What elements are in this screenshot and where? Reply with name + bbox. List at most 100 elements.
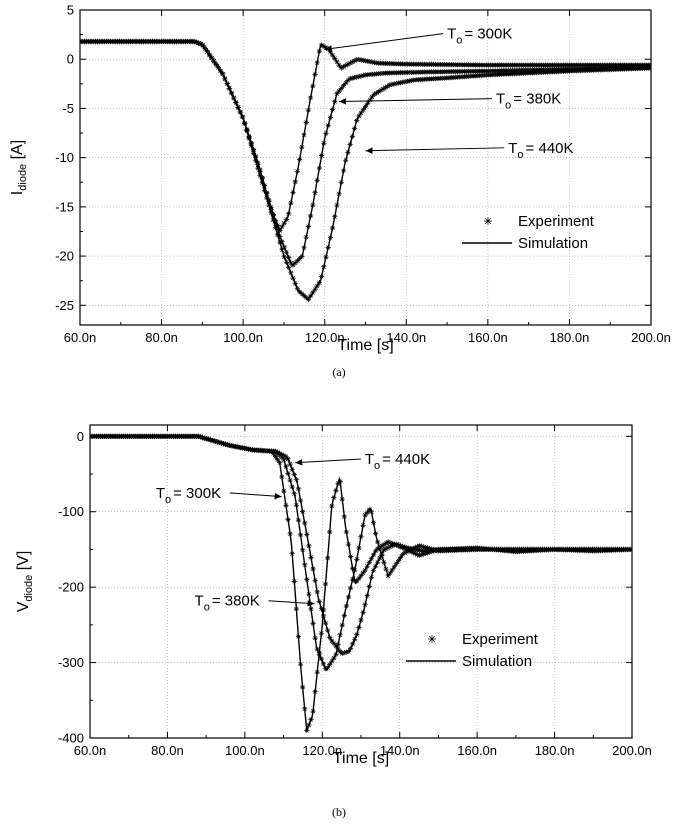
experiment-point [409, 77, 415, 84]
experiment-point [290, 262, 296, 268]
experiment-point [310, 566, 316, 572]
experiment-point [270, 217, 276, 223]
experiment-point [418, 552, 425, 558]
experiment-point [332, 55, 338, 62]
experiment-point [302, 562, 308, 568]
experiment-point [400, 79, 406, 85]
x-tick-label: 160.0n [457, 743, 497, 758]
experiment-point [218, 440, 224, 446]
experiment-point [387, 544, 393, 550]
experiment-point [285, 470, 291, 476]
experiment-point [327, 662, 333, 668]
experiment-point [281, 244, 287, 250]
experiment-point [306, 591, 312, 597]
experiment-point [225, 442, 231, 448]
experiment-point [275, 222, 281, 229]
experiment-point [268, 204, 274, 210]
experiment-point [310, 290, 316, 296]
experiment-point [335, 480, 341, 486]
experiment-point [303, 119, 309, 125]
experiment-point [261, 182, 268, 188]
experiment-point [305, 107, 311, 113]
experiment-point [354, 556, 360, 562]
experiment-point [364, 593, 370, 599]
plot-frame [89, 424, 633, 739]
y-tick-label: -300 [58, 655, 84, 670]
experiment-point [299, 144, 305, 150]
experiment-point [370, 520, 377, 526]
annotation-arrow [295, 458, 361, 464]
experiment-point [308, 213, 314, 219]
experiment-point [289, 466, 295, 472]
experiment-point [290, 189, 296, 196]
experiment-point [281, 488, 287, 494]
experiment-point [325, 244, 331, 250]
experiment-point [287, 477, 293, 483]
experiment-point [352, 567, 358, 573]
experiment-point [304, 577, 310, 583]
experiment-point [349, 59, 355, 65]
experiment-point [373, 530, 379, 537]
experiment-point [423, 544, 429, 551]
experiment-point [370, 552, 377, 558]
experiment-point [301, 132, 307, 138]
experiment-point [362, 58, 369, 64]
experiment-point [295, 486, 302, 492]
experiment-point [358, 573, 364, 579]
experiment-point [275, 232, 281, 238]
experiment-point [391, 564, 397, 570]
experiment-point [303, 294, 309, 301]
experiment-point [320, 661, 327, 667]
experiment-point [416, 547, 422, 553]
experiment-point [350, 566, 356, 572]
experiment-point [323, 254, 329, 260]
legend: Experiment Simulation [406, 631, 539, 670]
experiment-point [382, 85, 388, 91]
experiment-point [354, 74, 360, 80]
experiment-point [321, 43, 327, 49]
experiment-point [345, 149, 351, 155]
experiment-point [288, 270, 294, 276]
experiment-point [283, 464, 289, 470]
x-tick-label: 140.0n [386, 330, 426, 345]
experiment-point [297, 256, 303, 262]
experiment-point [301, 293, 307, 299]
plot-area [80, 38, 651, 302]
experiment-point [410, 550, 416, 556]
experiment-point [310, 708, 316, 714]
experiment-point [264, 195, 270, 201]
experiment-point [325, 665, 331, 671]
experiment-point [277, 233, 283, 239]
experiment-point [366, 583, 372, 589]
experiment-point [266, 197, 272, 203]
experiment-point [348, 585, 354, 591]
experiment-point [312, 635, 318, 641]
y-axis-label: Idiode [A] [9, 140, 29, 195]
x-axis-label: Time [s] [333, 750, 389, 767]
experiment-point [379, 543, 385, 549]
experiment-point [281, 457, 287, 463]
experiment-point [345, 61, 351, 67]
experiment-point [312, 190, 318, 196]
panel-caption-b: (b) [332, 805, 346, 819]
experiment-point [299, 291, 305, 297]
experiment-point [297, 497, 304, 503]
experiment-point [244, 128, 250, 134]
experiment-point [200, 42, 206, 48]
experiment-point [279, 224, 285, 230]
experiment-point [336, 191, 342, 197]
experiment-point [391, 81, 397, 87]
experiment-point [370, 567, 377, 573]
experiment-point [310, 83, 316, 89]
experiment-point [420, 551, 427, 557]
annotation: To = 380K [338, 91, 561, 112]
experiment-point [247, 446, 254, 453]
experiment-point [356, 113, 362, 119]
experiment-point [302, 706, 308, 712]
experiment-point [387, 82, 393, 88]
experiment-point [277, 239, 283, 245]
experiment-point [272, 224, 279, 231]
legend-label-simulation: Simulation [462, 653, 532, 670]
experiment-point [336, 62, 342, 68]
experiment-point [340, 64, 347, 70]
